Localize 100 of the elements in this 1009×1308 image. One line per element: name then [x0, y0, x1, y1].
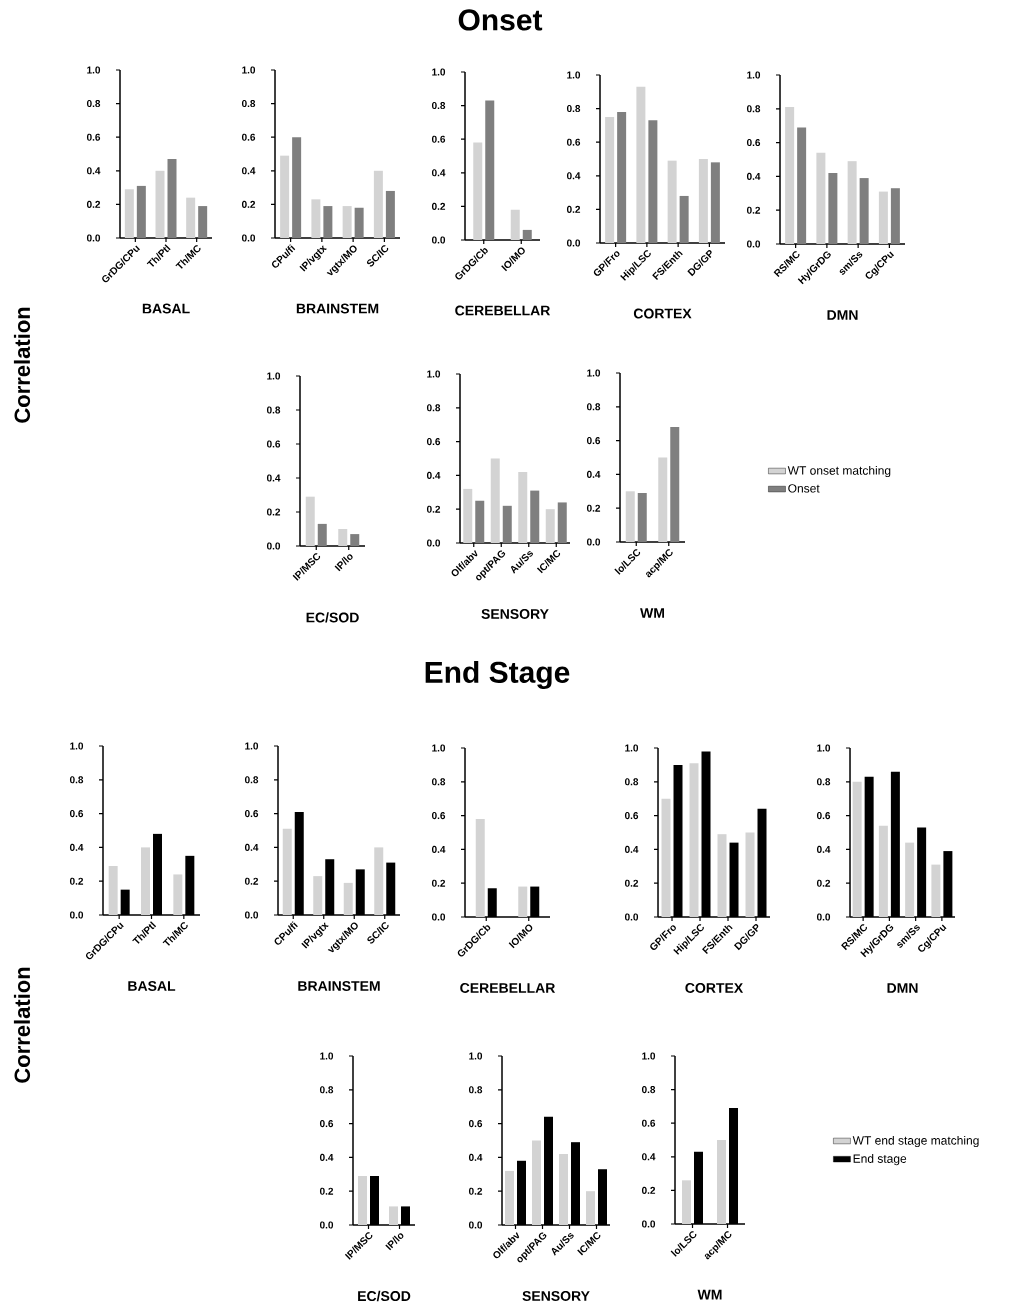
bar: [545, 509, 555, 543]
bar: [173, 874, 183, 915]
bar: [350, 534, 360, 546]
bar: [670, 427, 680, 542]
bar: [167, 159, 177, 238]
y-tick-label: 0.4: [431, 169, 446, 177]
y-tick-label: 1.0: [567, 71, 581, 79]
x-axis-title: DMN: [887, 983, 918, 993]
bar: [636, 86, 646, 243]
y-tick-label: 1.0: [625, 744, 639, 752]
bar: [155, 170, 165, 238]
x-axis-title: SENSORY: [522, 1291, 590, 1301]
y-tick-label: 0.2: [586, 504, 601, 512]
legend-label: WT end stage matching: [852, 1135, 979, 1148]
y-tick-label: 0.0: [586, 538, 601, 546]
x-axis-title: DMN: [827, 310, 858, 320]
x-axis-title: BRAINSTEM: [298, 981, 380, 991]
bar: [343, 882, 353, 915]
y-tick-label: 0.6: [468, 1120, 483, 1128]
y-tick-label: 0.6: [69, 810, 84, 818]
bar: [475, 818, 485, 917]
y-tick-label: 0.0: [746, 240, 761, 248]
text: Correlation: [13, 967, 31, 1083]
bar: [292, 137, 302, 238]
y-tick-label: 0.6: [624, 812, 639, 820]
bar: [354, 207, 364, 238]
bar: [186, 197, 196, 238]
y-tick-label: 0.4: [746, 172, 761, 180]
bar: [559, 1154, 569, 1225]
y-tick-label: 1.0: [469, 1052, 483, 1060]
bar: [859, 178, 869, 244]
bar: [905, 842, 915, 917]
x-axis-title: EC/SOD: [306, 612, 359, 623]
bar: [648, 120, 658, 243]
y-tick-label: 1.0: [747, 71, 761, 79]
y-tick-label: 0.4: [431, 845, 446, 853]
y-tick-label: 0.2: [266, 508, 281, 516]
y-tick-label: 1.0: [817, 744, 831, 752]
bar: [710, 162, 720, 243]
bar: [878, 191, 888, 244]
y-tick-label: 0.4: [586, 470, 601, 478]
y-tick-label: 1.0: [427, 370, 441, 378]
bar: [797, 127, 807, 244]
bar: [198, 206, 208, 238]
y-tick-label: 0.6: [431, 135, 446, 143]
bar: [667, 160, 677, 243]
legend-label: Onset: [788, 484, 820, 493]
bar: [311, 199, 321, 238]
y-tick-label: 0.8: [641, 1086, 656, 1094]
x-axis-title: CEREBELLAR: [455, 305, 551, 316]
bar: [689, 763, 699, 917]
y-tick-label: 0.6: [426, 438, 441, 446]
y-tick-label: 0.6: [586, 437, 601, 445]
y-tick-label: 0.2: [431, 879, 446, 887]
y-tick-label: 1.0: [432, 68, 446, 76]
bar: [473, 142, 483, 240]
y-tick-label: 0.4: [468, 1153, 483, 1161]
y-tick-label: 0.2: [566, 205, 581, 213]
y-tick-label: 0.6: [641, 1119, 656, 1127]
y-tick-label: 0.8: [624, 778, 639, 786]
y-tick-label: 0.4: [624, 845, 639, 853]
y-tick-label: 0.4: [566, 172, 581, 180]
y-tick-label: 0.8: [566, 105, 581, 113]
bar: [342, 206, 352, 238]
y-tick-label: 0.4: [244, 843, 259, 851]
bar: [682, 1180, 692, 1224]
x-axis-title: BRAINSTEM: [296, 303, 379, 314]
bar: [463, 488, 473, 543]
y-tick-label: 0.2: [426, 505, 441, 513]
y-tick-label: 1.0: [267, 372, 281, 380]
bar: [717, 1140, 727, 1224]
x-axis-title: CEREBELLAR: [460, 983, 556, 993]
y-tick-label: 0.4: [266, 474, 281, 482]
y-tick-label: 0.2: [746, 206, 761, 214]
y-tick-label: 0.4: [69, 843, 84, 851]
y-tick-label: 0.2: [431, 202, 446, 210]
bar: [785, 107, 795, 244]
bar: [317, 523, 327, 546]
bar: [518, 886, 528, 917]
bar: [136, 185, 146, 238]
y-tick-label: 0.4: [426, 471, 441, 479]
bar: [852, 781, 862, 917]
bar: [338, 528, 348, 546]
y-tick-label: 0.6: [86, 133, 101, 141]
bar: [373, 170, 383, 238]
bar: [282, 828, 292, 915]
y-tick-label: 0.4: [241, 167, 256, 175]
bar: [617, 111, 627, 243]
bar: [890, 188, 900, 244]
bar: [658, 457, 668, 542]
legend-label: WT onset matching: [787, 465, 891, 478]
y-tick-label: 0.8: [468, 1086, 483, 1094]
bar: [847, 161, 857, 244]
y-tick-label: 0.6: [319, 1120, 334, 1128]
y-tick-label: 0.0: [241, 234, 256, 242]
y-tick-label: 0.8: [816, 778, 831, 786]
y-tick-label: 0.0: [69, 911, 84, 919]
y-tick-label: 0.0: [431, 236, 446, 244]
bar: [510, 209, 520, 240]
y-tick-label: 0.2: [69, 877, 84, 885]
